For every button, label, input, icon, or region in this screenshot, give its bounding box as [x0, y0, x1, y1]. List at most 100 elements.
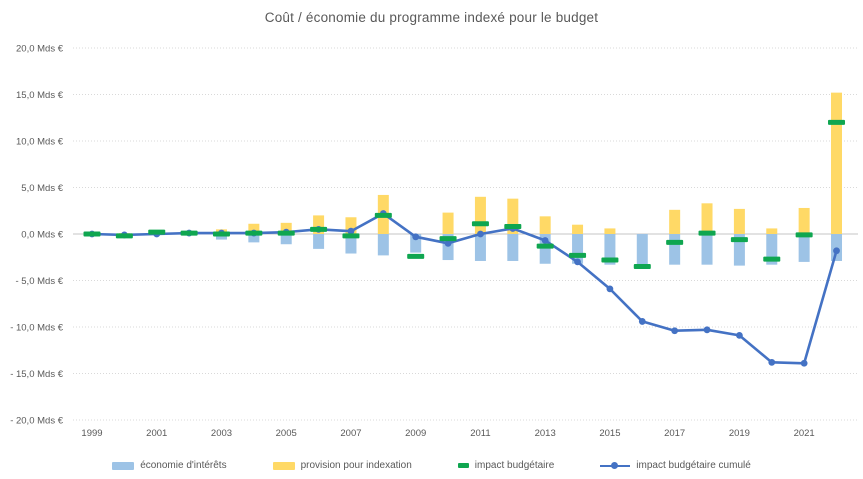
x-tick-label: 2019 — [729, 428, 750, 439]
impact-dash[interactable] — [212, 231, 230, 237]
bar-economie[interactable] — [410, 234, 422, 253]
bar-economie[interactable] — [442, 234, 454, 261]
impact-dash[interactable] — [245, 230, 263, 236]
bar-provision[interactable] — [442, 212, 454, 234]
impact-dash[interactable] — [148, 229, 166, 235]
x-tick-label: 2003 — [211, 428, 232, 439]
cumul-line — [91, 212, 838, 365]
legend-item-economie[interactable]: économie d'intérêts — [112, 460, 227, 471]
impact-dash[interactable] — [730, 237, 748, 243]
impact-dash[interactable] — [633, 264, 651, 270]
impact-dash[interactable] — [471, 221, 489, 227]
cumul-marker[interactable] — [574, 258, 581, 266]
cumul-marker[interactable] — [638, 318, 646, 325]
cumul-marker[interactable] — [671, 327, 679, 335]
x-tick-label: 2009 — [405, 428, 426, 439]
impact-dash[interactable] — [828, 119, 846, 125]
legend-label: impact budgétaire — [474, 460, 555, 471]
bar-economie[interactable] — [636, 234, 648, 266]
impact-dash[interactable] — [601, 257, 619, 263]
impact-dash[interactable] — [407, 253, 425, 259]
impact-dash[interactable] — [310, 226, 328, 232]
impact-dash[interactable] — [763, 256, 781, 262]
bar-economie[interactable] — [280, 234, 292, 245]
impact-dash[interactable] — [666, 239, 684, 245]
bar-provision[interactable] — [539, 216, 551, 234]
cumul-marker[interactable] — [768, 358, 776, 366]
impact-dash[interactable] — [795, 232, 813, 238]
bar-economie[interactable] — [539, 234, 551, 264]
y-tick-label: - 20,0 Mds € — [10, 416, 64, 427]
impact-dash[interactable] — [374, 212, 392, 218]
impact-dash[interactable] — [439, 236, 457, 242]
x-tick-label: 2015 — [599, 428, 620, 439]
bar-economie[interactable] — [507, 234, 519, 261]
impact-dash[interactable] — [83, 231, 101, 237]
x-tick-label: 1999 — [81, 428, 102, 439]
bar-provision[interactable] — [669, 209, 681, 234]
bar-economie[interactable] — [345, 234, 357, 254]
legend-item-impact[interactable]: impact budgétaire — [457, 460, 555, 471]
impact-dash[interactable] — [342, 233, 360, 239]
x-tick-label: 2007 — [340, 428, 361, 439]
impact-dash[interactable] — [277, 230, 295, 236]
bar-economie[interactable] — [313, 234, 325, 249]
bar-provision[interactable] — [280, 222, 292, 234]
bar-provision[interactable] — [766, 228, 778, 234]
bar-economie[interactable] — [377, 234, 389, 256]
legend-label: économie d'intérêts — [140, 460, 227, 471]
x-tick-label: 2017 — [664, 428, 685, 439]
bar-provision[interactable] — [474, 196, 486, 234]
bar-economie[interactable] — [572, 234, 584, 264]
cumul-marker[interactable] — [833, 247, 840, 255]
bar-economie[interactable] — [215, 234, 227, 240]
cumul-marker[interactable] — [412, 233, 420, 241]
bar-economie[interactable] — [474, 234, 486, 261]
bar-economie[interactable] — [733, 234, 745, 266]
bar-provision[interactable] — [507, 198, 519, 234]
bar-provision[interactable] — [313, 215, 325, 234]
bar-provision[interactable] — [604, 228, 616, 234]
y-tick-label: - 15,0 Mds € — [10, 369, 64, 380]
cumul-marker[interactable] — [606, 285, 614, 293]
bar-economie[interactable] — [669, 234, 681, 265]
y-tick-label: - 5,0 Mds € — [15, 276, 63, 287]
impact-dash[interactable] — [569, 252, 587, 258]
impact-dash[interactable] — [504, 224, 522, 230]
impact-swatch-icon — [457, 463, 469, 468]
bar-provision[interactable] — [572, 224, 584, 234]
impact-dash[interactable] — [115, 233, 133, 239]
y-tick-label: 0,0 Mds € — [21, 230, 63, 241]
legend-item-provision[interactable]: provision pour indexation — [272, 460, 412, 471]
bar-provision[interactable] — [733, 208, 745, 234]
bar-provision[interactable] — [831, 92, 843, 234]
legend-item-cumul[interactable]: impact budgétaire cumulé — [600, 460, 751, 471]
provision-swatch-icon — [272, 461, 295, 470]
cumul-marker[interactable] — [800, 359, 808, 367]
x-tick-label: 2011 — [470, 428, 490, 439]
cumul-marker[interactable] — [703, 326, 711, 334]
plot-area: 20,0 Mds € 15,0 Mds € 10,0 Mds € 5,0 Mds € 0… — [10, 44, 858, 439]
cumul-marker[interactable] — [736, 331, 743, 339]
bar-provision[interactable] — [248, 223, 260, 234]
legend-label: impact budgétaire cumulé — [636, 460, 751, 471]
bar-provision[interactable] — [345, 217, 357, 234]
bar-economie[interactable] — [766, 234, 778, 265]
x-tick-label: 2013 — [535, 428, 556, 439]
bar-provision[interactable] — [798, 207, 810, 234]
impact-dash[interactable] — [180, 230, 198, 236]
bar-economie[interactable] — [701, 234, 713, 265]
economie-swatch-icon — [112, 461, 135, 470]
chart-title: Coût / économie du programme indexé pour… — [264, 10, 599, 25]
cumul-marker[interactable] — [541, 237, 549, 244]
bar-economie[interactable] — [248, 234, 260, 243]
bar-economie[interactable] — [798, 234, 810, 262]
cumul-marker[interactable] — [477, 230, 484, 238]
cumul-marker[interactable] — [444, 239, 452, 247]
impact-dash[interactable] — [536, 243, 554, 249]
impact-dash[interactable] — [698, 230, 716, 236]
cumul-marker[interactable] — [347, 227, 355, 235]
bar-provision[interactable] — [701, 203, 713, 234]
bar-economie[interactable] — [604, 234, 616, 265]
y-tick-label: - 10,0 Mds € — [10, 323, 64, 334]
